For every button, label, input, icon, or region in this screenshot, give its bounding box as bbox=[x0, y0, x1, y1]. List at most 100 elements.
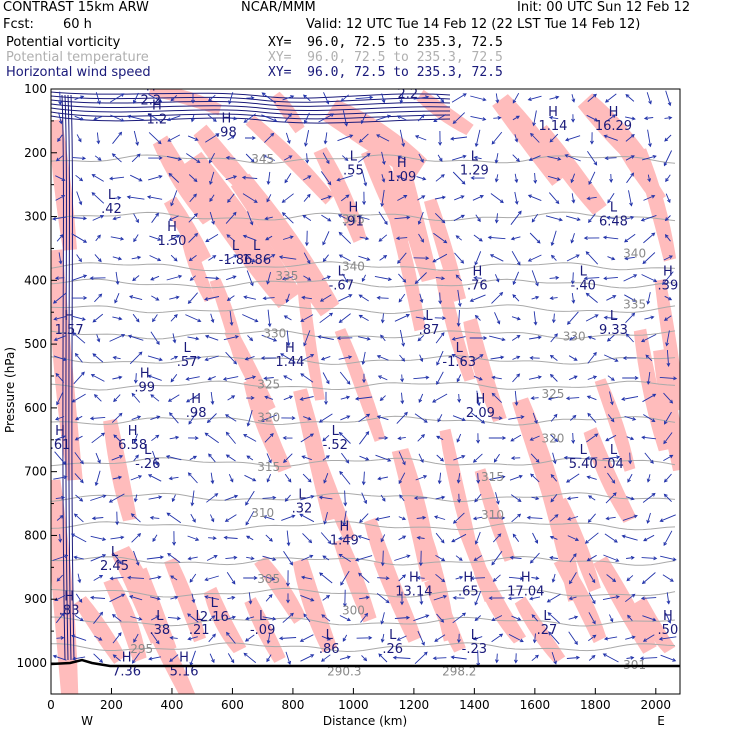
wind-vector bbox=[646, 474, 651, 483]
wind-vector bbox=[147, 474, 162, 482]
wind-vector bbox=[278, 636, 297, 641]
wind-vector bbox=[166, 512, 182, 524]
pv-shade-band bbox=[334, 328, 386, 442]
wind-vector bbox=[531, 576, 540, 581]
isentrope-label: 335 bbox=[275, 269, 298, 283]
pv-extremum-value: .38 bbox=[150, 623, 171, 638]
wind-vector bbox=[514, 173, 519, 184]
wind-vector bbox=[493, 453, 500, 463]
wind-vector bbox=[190, 490, 195, 507]
wind-vector bbox=[376, 354, 389, 361]
wind-vector bbox=[625, 333, 634, 343]
wind-vector bbox=[664, 295, 673, 301]
wind-vector bbox=[590, 132, 594, 145]
wind-vector bbox=[418, 550, 423, 567]
wind-vector bbox=[110, 93, 125, 103]
wind-vector bbox=[473, 375, 483, 381]
wind-vector bbox=[532, 532, 539, 544]
wind-vector bbox=[607, 193, 615, 204]
wind-vector bbox=[588, 213, 596, 224]
wind-vector bbox=[265, 235, 273, 241]
pv-extremum-marker: H bbox=[339, 520, 349, 535]
wind-vector bbox=[266, 453, 272, 464]
wind-vector bbox=[549, 535, 558, 540]
wind-vector bbox=[374, 275, 393, 282]
wind-vector bbox=[565, 396, 580, 401]
wind-vector bbox=[663, 432, 673, 445]
wind-vector bbox=[303, 112, 310, 125]
pv-extremum-value: 1.44 bbox=[275, 355, 304, 370]
wind-vector bbox=[338, 231, 352, 244]
wind-vector bbox=[321, 614, 331, 622]
wind-vector bbox=[285, 132, 291, 144]
wind-vector bbox=[607, 256, 616, 261]
pv-extremum-value: -.09 bbox=[250, 623, 275, 638]
wind-vector bbox=[58, 534, 63, 543]
wind-vector bbox=[150, 415, 161, 421]
wind-vector bbox=[512, 154, 520, 162]
wind-vector bbox=[146, 555, 165, 560]
wind-vector bbox=[132, 275, 140, 282]
wind-vector bbox=[550, 333, 558, 343]
isentrope-label: 320 bbox=[257, 410, 280, 424]
wind-vector bbox=[644, 315, 655, 320]
wind-vector bbox=[305, 153, 310, 164]
wind-vector bbox=[528, 375, 542, 380]
wind-vector bbox=[419, 354, 424, 363]
wind-vector bbox=[565, 215, 581, 222]
pv-extremum-value: 16.29 bbox=[595, 119, 632, 134]
pv-extremum-value: -.67 bbox=[329, 278, 354, 293]
wind-vector bbox=[190, 114, 195, 123]
wind-vector bbox=[152, 534, 158, 543]
pv-shade-band bbox=[51, 479, 79, 694]
wind-vector bbox=[640, 214, 657, 222]
wind-vector bbox=[511, 615, 522, 621]
wind-vector bbox=[434, 316, 447, 321]
wind-vector bbox=[662, 271, 674, 286]
wind-vector bbox=[55, 612, 65, 624]
wind-vector bbox=[110, 114, 125, 122]
wind-vector bbox=[413, 95, 430, 100]
wind-vector bbox=[549, 133, 559, 143]
wind-vector bbox=[472, 354, 484, 362]
wind-vector bbox=[414, 135, 427, 141]
wind-vector bbox=[341, 452, 350, 464]
pv-shade-band bbox=[133, 567, 177, 653]
wind-vector bbox=[583, 276, 600, 281]
wind-vector bbox=[451, 336, 466, 341]
wind-vector bbox=[245, 153, 255, 163]
wind-vector bbox=[642, 393, 657, 403]
wind-vector bbox=[204, 296, 220, 301]
wind-vector bbox=[229, 310, 234, 327]
wind-vector bbox=[394, 554, 411, 561]
wind-vector bbox=[93, 394, 102, 402]
wind-vector bbox=[265, 593, 273, 602]
wind-vector bbox=[300, 494, 315, 501]
pv-extremum-marker: H bbox=[548, 105, 558, 120]
wind-vector bbox=[285, 651, 292, 665]
wind-vector bbox=[566, 655, 581, 660]
pv-extremum-marker: H bbox=[122, 650, 132, 665]
isentrope-label: 330 bbox=[263, 326, 286, 340]
pv-contour-line bbox=[61, 94, 66, 661]
wind-vector bbox=[303, 613, 311, 623]
wind-vector bbox=[359, 513, 369, 524]
wind-vector bbox=[456, 473, 461, 484]
wind-vector bbox=[377, 476, 388, 481]
wind-vector bbox=[474, 531, 481, 545]
wind-vector bbox=[208, 255, 217, 261]
wind-vector bbox=[109, 176, 125, 181]
wind-vector bbox=[151, 434, 160, 442]
wind-vector bbox=[546, 593, 561, 603]
wind-vector bbox=[339, 470, 351, 485]
wind-vector bbox=[149, 255, 162, 262]
wind-vector bbox=[113, 394, 121, 403]
wind-vector bbox=[301, 554, 314, 561]
pv-extremum-value: .42 bbox=[101, 202, 122, 217]
wind-vector bbox=[381, 93, 386, 104]
wind-vector bbox=[455, 274, 463, 282]
wind-vector bbox=[133, 213, 139, 224]
wind-vector bbox=[149, 596, 161, 601]
wind-vector bbox=[639, 656, 658, 661]
wind-vector bbox=[111, 412, 123, 423]
